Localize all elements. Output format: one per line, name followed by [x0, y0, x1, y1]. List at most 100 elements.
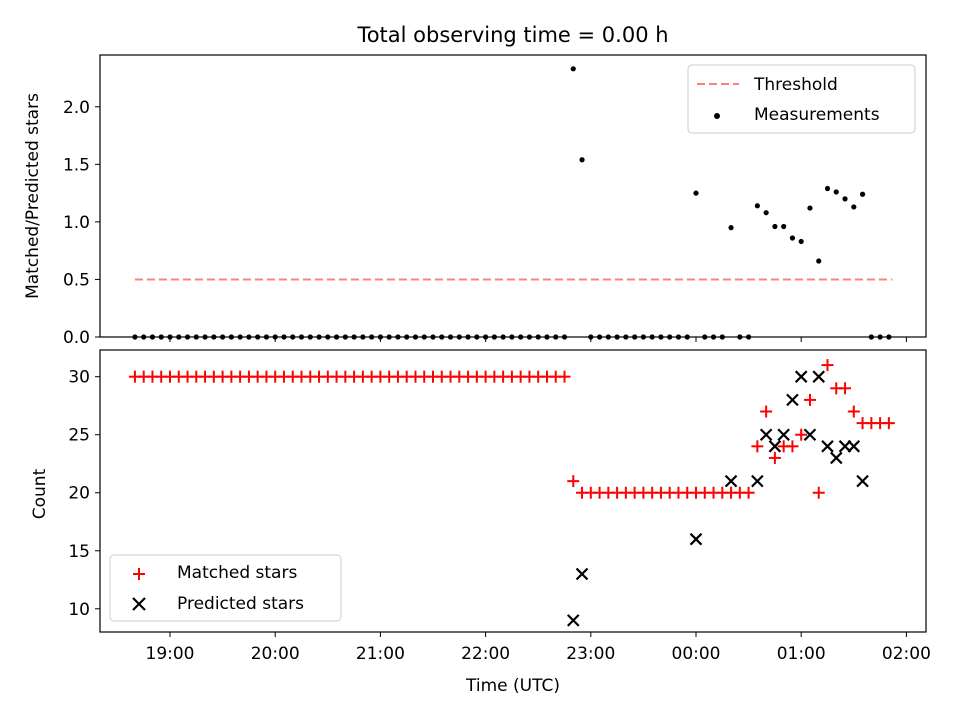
- measurement-point: [614, 334, 620, 340]
- bottom-y-axis-label: Count: [30, 468, 50, 519]
- matched-star-point: [795, 428, 808, 441]
- measurement-point: [588, 334, 594, 340]
- measurement-point: [859, 191, 866, 197]
- legend-matched-swatch: [133, 568, 145, 580]
- measurement-point: [228, 334, 234, 340]
- x-tick-label: 22:00: [461, 644, 510, 664]
- measurement-point: [710, 334, 717, 340]
- measurement-point: [702, 334, 708, 340]
- top-y-tick-label: 1.5: [63, 155, 90, 175]
- measurement-point: [456, 334, 462, 340]
- measurement-point: [632, 334, 638, 340]
- predicted-star-point: [575, 567, 589, 581]
- measurement-point: [561, 334, 568, 340]
- matched-star-point: [847, 405, 860, 418]
- measurement-point: [693, 190, 699, 196]
- bottom-panel: 10 15 20 25 30 19:00 20:00 21:00 22:00 23:00 00:0…: [30, 349, 931, 664]
- measurement-point: [220, 334, 226, 340]
- predicted-star-point: [777, 428, 790, 441]
- measurement-point: [333, 334, 340, 340]
- predicted-star-point: [847, 440, 861, 453]
- measurement-point: [798, 238, 804, 245]
- measurement-point: [851, 204, 857, 210]
- measurement-point: [491, 334, 497, 340]
- predicted-star-point: [689, 532, 703, 546]
- measurement-point: [544, 334, 550, 340]
- bottom-x-axis: 19:00 20:00 21:00 22:00 23:00 00:00 01:00 02:00: [146, 632, 931, 664]
- measurement-point: [667, 334, 673, 340]
- measurement-point: [465, 334, 471, 340]
- predicted-star-point: [794, 370, 808, 383]
- predicted-star-point: [812, 370, 826, 383]
- predicted-star-point: [803, 428, 817, 441]
- x-axis-label: Time (UTC): [465, 676, 560, 696]
- measurement-point: [886, 334, 892, 340]
- measurement-point: [623, 334, 629, 340]
- measurement-point: [763, 210, 769, 216]
- matched-star-point: [839, 382, 852, 395]
- x-tick-label: 23:00: [566, 644, 615, 664]
- measurement-point: [877, 334, 883, 340]
- measurement-point: [684, 334, 690, 340]
- measurement-point: [816, 258, 822, 264]
- predicted-star-point: [566, 614, 580, 627]
- x-tick-label: 00:00: [672, 644, 721, 664]
- legend-predicted-label: Predicted stars: [177, 594, 304, 614]
- measurement-point: [789, 235, 796, 241]
- matched-star-point: [567, 475, 580, 488]
- measurement-point: [570, 66, 576, 72]
- measurement-point: [535, 334, 541, 340]
- measurement-point: [526, 334, 533, 340]
- top-y-tick-label: 2.0: [63, 98, 90, 118]
- bottom-legend-box: [109, 554, 342, 622]
- chart-title: Total observing time = 0.00 h: [356, 23, 668, 47]
- legend-measurements-label: Measurements: [754, 105, 880, 125]
- top-legend: Threshold Measurements: [687, 64, 916, 134]
- legend-threshold-label: Threshold: [753, 75, 838, 95]
- measurement-point: [474, 334, 480, 340]
- measurement-point: [412, 334, 419, 340]
- measurement-point: [307, 334, 313, 340]
- measurement-point: [842, 196, 848, 202]
- measurement-point: [868, 334, 874, 340]
- matched-star-point: [812, 486, 825, 499]
- top-legend-box: [687, 64, 916, 134]
- measurement-point: [500, 334, 506, 340]
- measurement-point: [342, 334, 348, 340]
- predicted-stars-series: [566, 370, 869, 627]
- matched-star-point: [742, 486, 755, 499]
- bottom-y-tick-label: 25: [68, 426, 90, 446]
- bottom-y-axis: 10 15 20 25 30: [68, 368, 100, 620]
- measurement-point: [658, 334, 664, 340]
- predicted-star-point: [759, 428, 773, 441]
- measurement-point: [281, 334, 287, 340]
- measurement-point: [553, 334, 559, 340]
- measurement-point: [141, 334, 147, 340]
- x-tick-label: 02:00: [882, 644, 931, 664]
- measurement-point: [649, 334, 655, 340]
- legend-matched-label: Matched stars: [177, 563, 297, 583]
- measurement-point: [518, 334, 524, 340]
- measurement-point: [369, 334, 375, 340]
- predicted-star-point: [786, 393, 799, 407]
- measurement-point: [263, 334, 270, 340]
- measurement-point: [298, 334, 305, 340]
- measurement-point: [509, 334, 515, 340]
- measurement-point: [439, 334, 445, 340]
- x-tick-label: 19:00: [146, 644, 195, 664]
- matched-star-point: [768, 451, 781, 464]
- x-tick-label: 20:00: [251, 644, 300, 664]
- top-y-tick-label: 0.5: [63, 270, 90, 290]
- measurement-point: [395, 334, 401, 340]
- top-y-tick-label: 0.0: [63, 328, 90, 348]
- measurement-point: [132, 334, 138, 340]
- measurement-point: [325, 334, 331, 340]
- matched-star-point: [760, 405, 773, 418]
- measurement-point: [404, 334, 410, 340]
- legend-measurements-swatch: [714, 113, 720, 119]
- x-tick-label: 01:00: [777, 644, 826, 664]
- measurement-point: [211, 334, 217, 340]
- top-y-axis-label: Matched/Predicted stars: [23, 93, 43, 299]
- top-panel: 0.00.51.01.52.0 Matched/Predicted stars …: [23, 54, 927, 348]
